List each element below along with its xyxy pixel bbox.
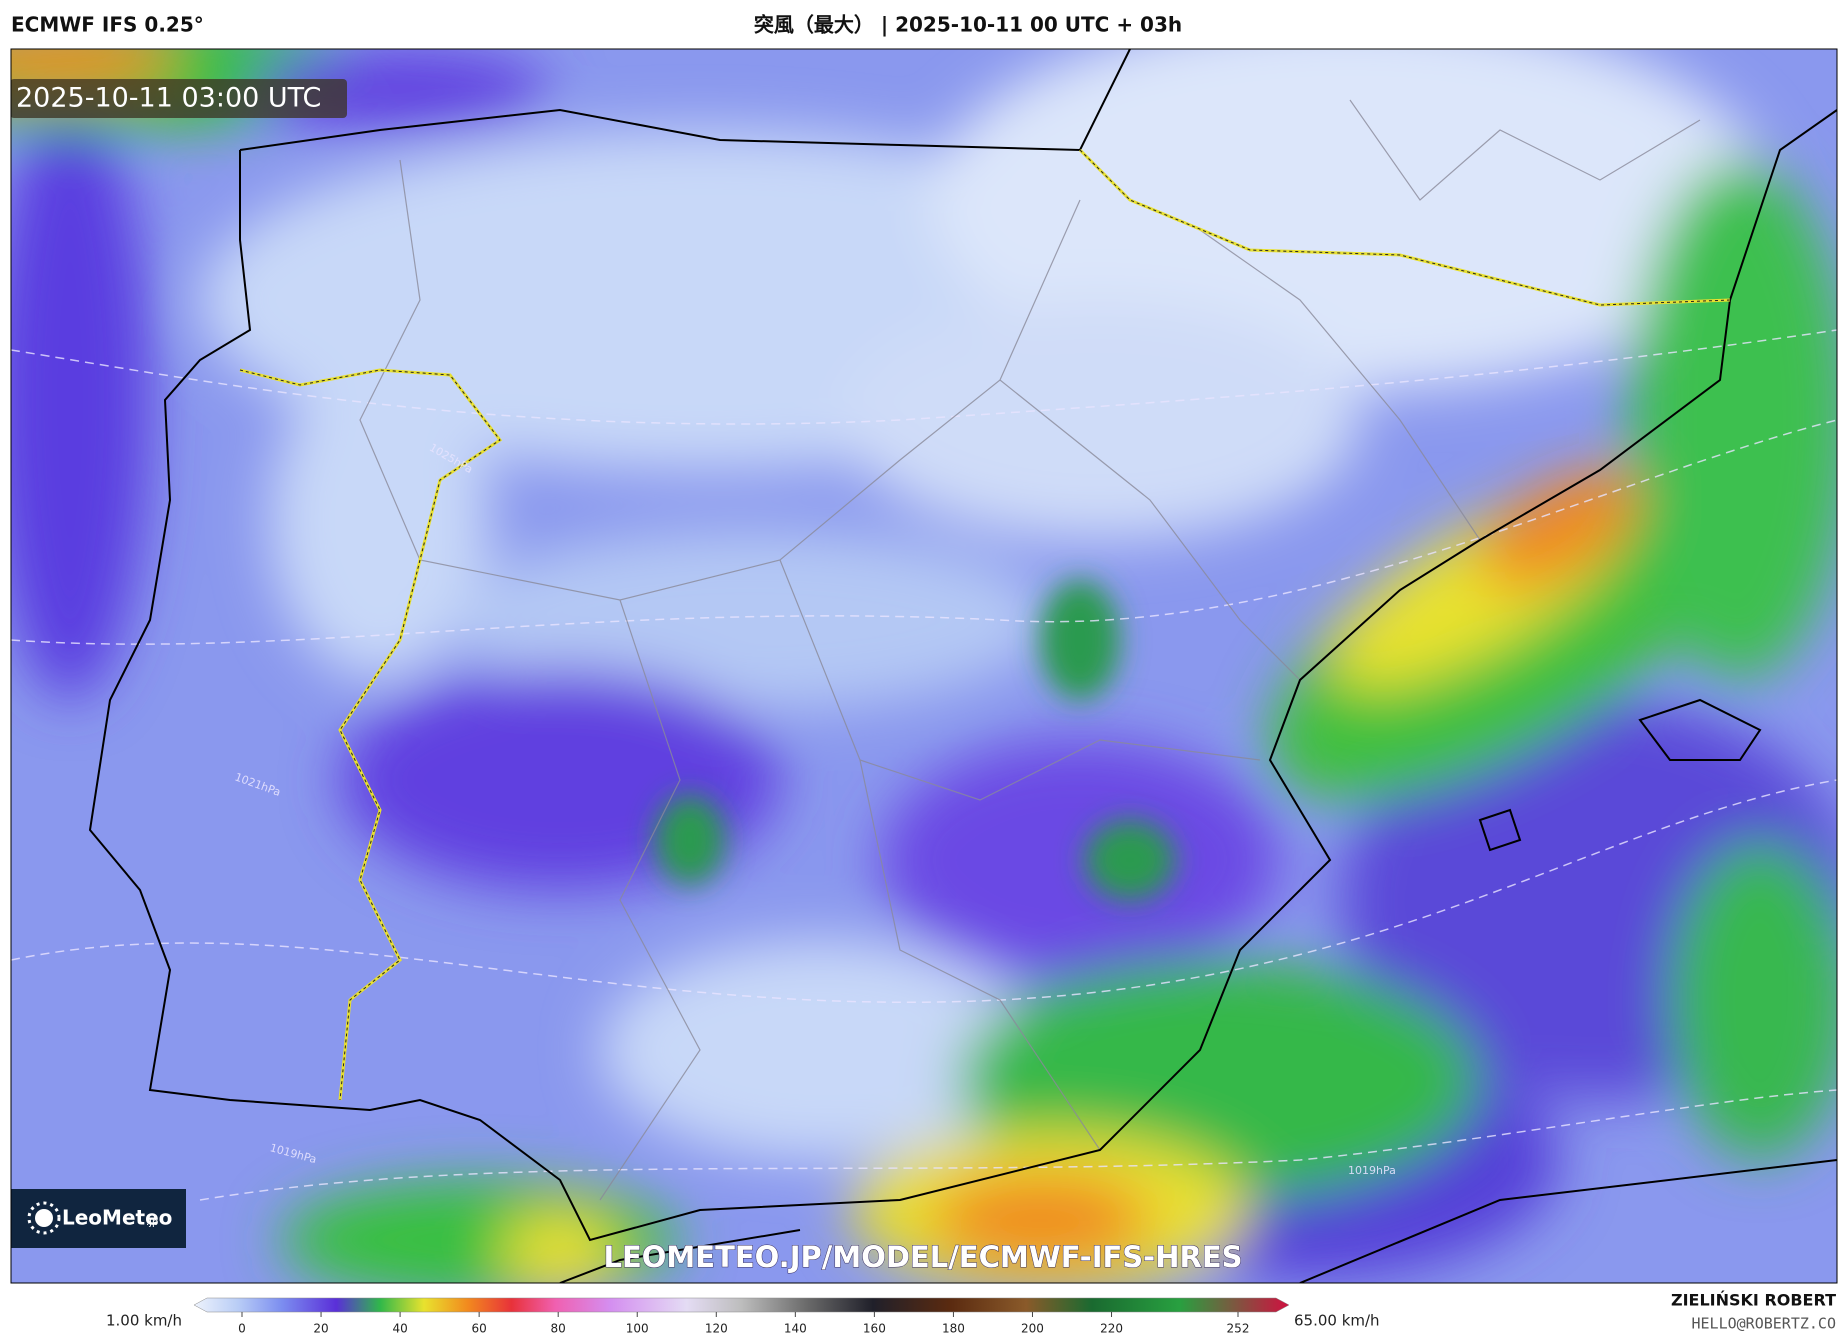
colorbar-tick-label: 60 bbox=[472, 1322, 487, 1336]
islands bbox=[1478, 698, 1762, 852]
logo-sun bbox=[35, 1209, 53, 1227]
provinces bbox=[359, 99, 1701, 1201]
isobar-label: 1019hPa bbox=[1348, 1164, 1396, 1177]
colorbar-tick-label: 20 bbox=[313, 1322, 328, 1336]
colorbar-tick-label: 220 bbox=[1100, 1322, 1123, 1336]
colorbar-tick-label: 200 bbox=[1021, 1322, 1044, 1336]
colorbar-max: 65.00 km/h bbox=[1294, 1312, 1380, 1330]
logo-suffix: .jp bbox=[146, 1217, 158, 1228]
logo-rays bbox=[27, 1201, 61, 1235]
map: 1025hPa 1021hPa 1019hPa 1019hPa 2025-10-… bbox=[11, 49, 1837, 1283]
colorbar-tick-label: 40 bbox=[392, 1322, 407, 1336]
colorbar-tick-label: 120 bbox=[705, 1322, 728, 1336]
timestamp-box bbox=[11, 79, 347, 118]
colorbar-min: 1.00 km/h bbox=[106, 1312, 182, 1330]
colorbar-tick-label: 252 bbox=[1227, 1322, 1250, 1336]
email: HELLO@ROBERTZ.CO bbox=[1692, 1315, 1837, 1333]
colorbar-tick-label: 180 bbox=[942, 1322, 965, 1336]
model-name: ECMWF IFS 0.25° bbox=[11, 13, 204, 37]
colorbar-tick-label: 100 bbox=[626, 1322, 649, 1336]
colorbar bbox=[193, 1297, 1290, 1313]
map-title: 突風（最大） | 2025-10-11 00 UTC + 03h bbox=[754, 13, 1182, 37]
colorbar-tick-label: 140 bbox=[784, 1322, 807, 1336]
watermark: LEOMETEO.JP/MODEL/ECMWF-IFS-HRES bbox=[603, 1240, 1242, 1274]
colorbar-tick-label: 0 bbox=[238, 1322, 246, 1336]
map-frame bbox=[10, 48, 1838, 1284]
coastline bbox=[88, 49, 1837, 1283]
colorbar-tick-label: 80 bbox=[551, 1322, 566, 1336]
logo-name: LeoMeteo bbox=[62, 1206, 172, 1230]
author: ZIELIŃSKI ROBERT bbox=[1671, 1291, 1836, 1310]
colorbar-tick-label: 160 bbox=[863, 1322, 886, 1336]
timestamp: 2025-10-11 03:00 UTC bbox=[16, 83, 321, 114]
border-dash bbox=[239, 149, 1731, 1101]
